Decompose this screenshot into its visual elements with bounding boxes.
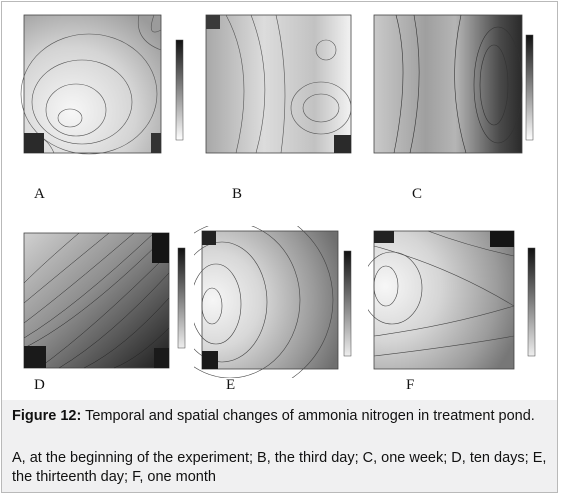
panel-label-a: A bbox=[34, 186, 45, 202]
contour-panel-c bbox=[366, 10, 548, 162]
figure-caption: Figure 12: Temporal and spatial changes … bbox=[2, 400, 557, 492]
caption-figure-number: Figure 12: bbox=[12, 408, 82, 424]
caption-title-text: Temporal and spatial changes of ammonia … bbox=[81, 408, 535, 424]
panel-label-c: C bbox=[412, 186, 423, 202]
caption-title: Figure 12: Temporal and spatial changes … bbox=[12, 406, 552, 426]
panel-label-e: E bbox=[226, 377, 236, 393]
caption-description: A, at the beginning of the experiment; B… bbox=[12, 450, 547, 485]
contour-panel-d bbox=[14, 228, 194, 378]
contour-panel-f bbox=[368, 226, 550, 378]
contour-panel-b bbox=[196, 10, 366, 162]
panel-label-d: D bbox=[34, 377, 45, 393]
contour-panel-e bbox=[194, 226, 366, 378]
panel-label-b: B bbox=[232, 186, 243, 202]
contour-panel-a bbox=[14, 10, 194, 162]
panel-label-f: F bbox=[406, 377, 415, 393]
